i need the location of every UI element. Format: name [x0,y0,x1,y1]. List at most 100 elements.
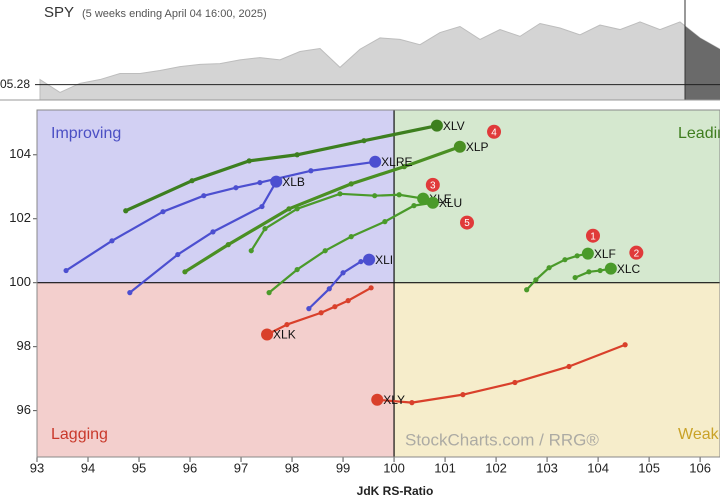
tail-point [266,290,272,296]
tail-point [160,209,166,215]
x-tick-label: 98 [285,460,299,475]
series-label: XLC [617,262,641,276]
quadrant-label: Improving [51,125,121,142]
tail-line [65,160,376,272]
tail-head [261,328,274,341]
y-tick-label: 104 [9,146,31,161]
x-tick-label: 106 [689,460,711,475]
y-tick-label: 98 [17,338,31,353]
annotation-badge [459,215,474,230]
tail-point [306,306,312,312]
tail-point [586,269,592,275]
tail-point [308,168,314,174]
price-area [39,21,720,101]
tail-point [372,193,378,199]
tail-point [326,286,332,292]
x-tick-label: 105 [638,460,660,475]
tail-point [382,219,388,225]
tail-head [363,253,376,266]
quadrant [394,110,720,283]
x-tick-label: 101 [434,460,456,475]
tail-point [348,234,354,240]
annotation-badge [585,228,600,243]
tail-point [210,229,216,235]
annotation-label: 2 [634,248,640,259]
x-tick-label: 96 [183,460,197,475]
tail-point [294,266,300,273]
tail-point [322,248,328,254]
tail-point [409,400,415,406]
price-strip: 505.28 [0,0,720,101]
series-label: XLU [439,196,462,210]
x-tick-label: 102 [485,460,507,475]
tail-point [233,185,239,191]
tail-point [286,206,292,212]
tail-point [622,342,628,348]
x-axis-title: JdK RS-Ratio [357,484,434,498]
tail-head [581,247,594,260]
quadrant [37,282,395,457]
tail-point [460,392,466,398]
tail-point [524,287,530,293]
strip-title: SPY [44,4,74,21]
tail-head [604,262,617,275]
tail-head [430,119,443,132]
tail-point [337,191,343,197]
series-label: XLI [375,253,393,267]
tail-line [377,343,626,404]
annotation-label: 4 [491,127,497,138]
recent-area [685,25,720,100]
quadrant-label: Weakening [678,426,720,443]
tail-point [566,363,572,370]
series-label: XLY [383,393,405,407]
tail-head [453,140,466,153]
plot-border [36,109,720,458]
tail-point [284,321,290,328]
tail-point [63,267,69,274]
tail-point [572,274,578,281]
x-tick-label: 93 [30,460,44,475]
tail-point [248,248,254,254]
tail-point [259,203,265,210]
watermark: StockCharts.com / RRG® [405,430,599,449]
tail-point [361,138,367,144]
tail-line [125,124,438,213]
tail-point [182,269,188,275]
series-label: XLRE [381,155,412,169]
tail-line [266,286,372,336]
tail-point [294,206,300,212]
tail-head [426,196,439,209]
x-tick-label: 99 [336,460,350,475]
x-tick-label: 97 [234,460,248,475]
series-label: XLK [273,328,296,342]
tail-point [348,181,354,187]
y-tick-label: 100 [9,274,31,289]
tail-point [246,158,252,164]
x-tick-label: 104 [587,460,609,475]
tail-point [257,179,263,186]
tail-point [189,178,195,184]
tail-point [401,164,407,170]
tail-line [184,145,461,274]
quadrant-label: Lagging [51,426,108,443]
tail-head [270,175,283,188]
x-tick-label: 103 [536,460,558,475]
series-label: XLV [443,119,465,133]
tail-point [175,251,181,258]
x-tick-label: 100 [383,460,405,475]
tail-point [225,242,231,248]
strip-subtitle: (5 weeks ending April 04 16:00, 2025) [82,8,267,20]
tail-point [332,304,338,310]
y-tick-label: 96 [17,402,31,417]
tail-point [340,270,346,276]
annotation-label: 1 [590,231,596,242]
tail-point [562,257,568,263]
tail-point [358,258,364,265]
tail-point [396,192,402,198]
tail-point [597,267,603,274]
tail-point [262,226,268,232]
annotation-badge [425,177,440,192]
rrg-plot: Improving Leading Lagging Weakening StockCha… [9,109,720,475]
tail-point [127,290,133,296]
tail-point [201,193,207,199]
